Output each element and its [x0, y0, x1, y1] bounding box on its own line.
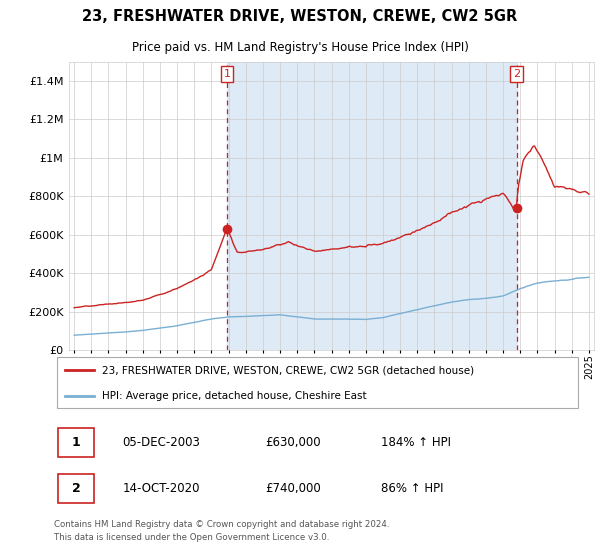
Text: 2: 2 — [513, 69, 520, 79]
Text: Price paid vs. HM Land Registry's House Price Index (HPI): Price paid vs. HM Land Registry's House … — [131, 41, 469, 54]
Text: 14-OCT-2020: 14-OCT-2020 — [122, 483, 200, 496]
Bar — [227, 62, 517, 350]
Text: Contains HM Land Registry data © Crown copyright and database right 2024.
This d: Contains HM Land Registry data © Crown c… — [54, 520, 389, 542]
FancyBboxPatch shape — [58, 428, 94, 457]
Text: £630,000: £630,000 — [265, 436, 321, 449]
Text: 1: 1 — [72, 436, 80, 449]
Text: HPI: Average price, detached house, Cheshire East: HPI: Average price, detached house, Ches… — [101, 391, 366, 400]
FancyBboxPatch shape — [58, 474, 94, 503]
Text: 86% ↑ HPI: 86% ↑ HPI — [382, 483, 444, 496]
Text: 2: 2 — [72, 483, 80, 496]
Text: 184% ↑ HPI: 184% ↑ HPI — [382, 436, 451, 449]
Text: 1: 1 — [224, 69, 230, 79]
Text: 23, FRESHWATER DRIVE, WESTON, CREWE, CW2 5GR (detached house): 23, FRESHWATER DRIVE, WESTON, CREWE, CW2… — [101, 366, 473, 375]
Text: £740,000: £740,000 — [265, 483, 321, 496]
Text: 05-DEC-2003: 05-DEC-2003 — [122, 436, 200, 449]
FancyBboxPatch shape — [56, 357, 578, 408]
Text: 23, FRESHWATER DRIVE, WESTON, CREWE, CW2 5GR: 23, FRESHWATER DRIVE, WESTON, CREWE, CW2… — [82, 9, 518, 24]
